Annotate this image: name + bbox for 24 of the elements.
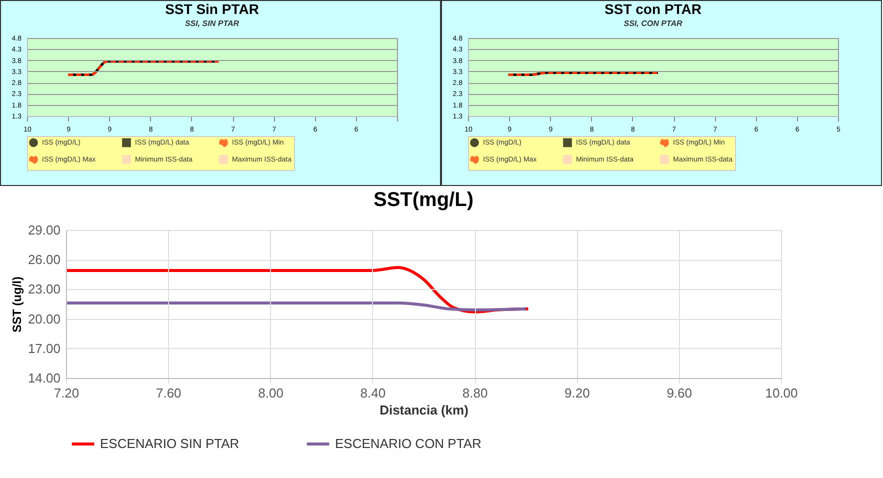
chart-subtitle: SSI, SIN PTAR xyxy=(184,19,240,28)
y-tick-label: 20.00 xyxy=(28,311,60,326)
x-tick-label: 10.00 xyxy=(765,386,798,400)
chart-title: SST(mg/L) xyxy=(374,189,474,211)
x-tick-label: 7.60 xyxy=(156,386,182,400)
x-tick-label: 8.80 xyxy=(462,386,488,400)
y-tick-label: 26.00 xyxy=(28,252,60,268)
x-tick-label: 9.60 xyxy=(666,386,692,400)
y-axis-title: SST (ug/l) xyxy=(10,276,24,332)
y-tick-label: 23.00 xyxy=(28,282,60,297)
y-tick-label: 14.00 xyxy=(28,370,60,386)
legend-label: ESCENARIO SIN PTAR xyxy=(100,436,240,451)
chart-subtitle: SSI, CON PTAR xyxy=(624,19,682,28)
x-axis-title: Distancia (km) xyxy=(380,402,468,418)
chart-title: SST con PTAR xyxy=(604,1,702,17)
legend-label: ESCENARIO CON PTAR xyxy=(335,436,482,451)
y-tick-label: 29.00 xyxy=(28,222,60,238)
chart-title: SST Sin PTAR xyxy=(165,1,259,17)
x-tick-label: 8.40 xyxy=(360,386,386,400)
x-tick-label: 8.00 xyxy=(258,386,284,400)
line-series xyxy=(64,302,528,312)
y-tick-label: 17.00 xyxy=(28,340,60,356)
x-tick-label: 9.20 xyxy=(564,386,590,400)
x-tick-label: 7.20 xyxy=(54,386,80,400)
